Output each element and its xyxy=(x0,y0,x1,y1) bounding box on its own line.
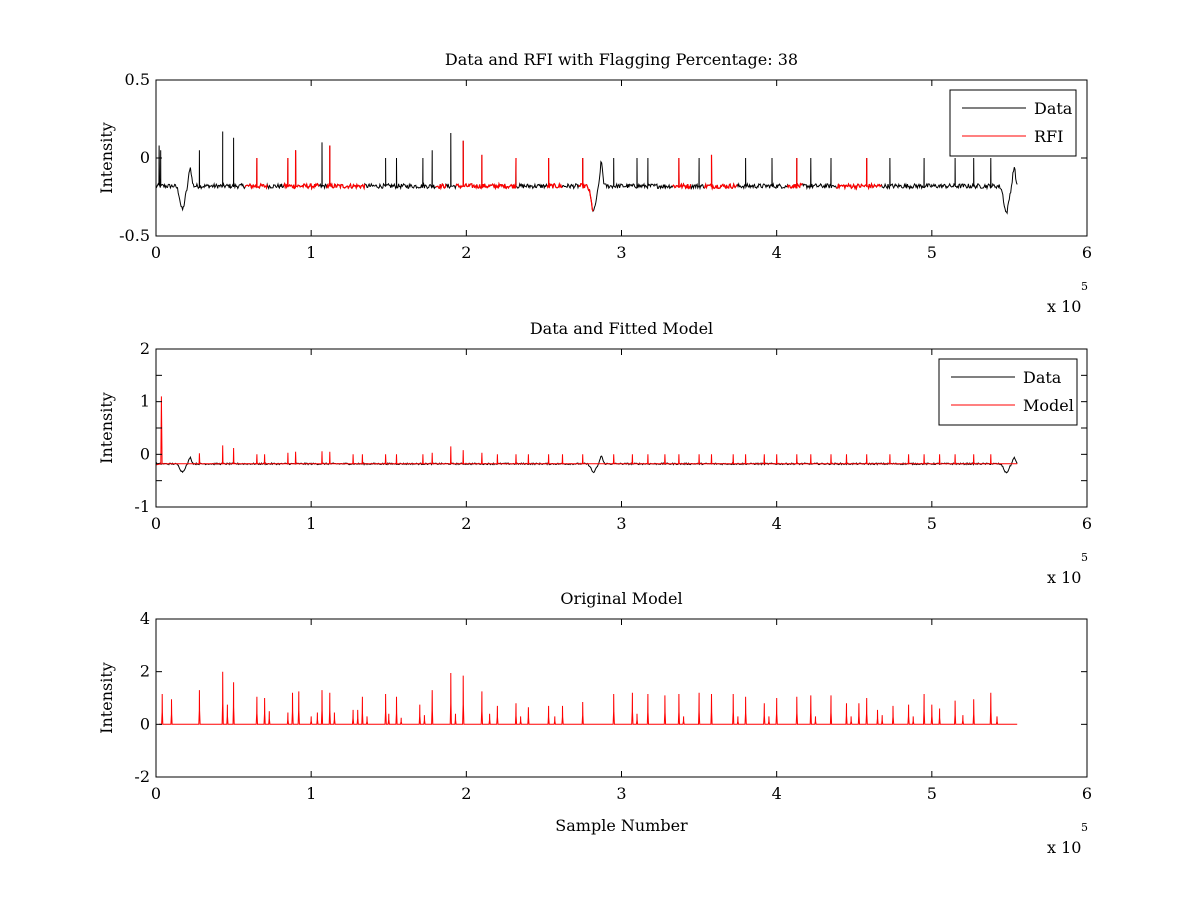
x-tick-label: 5 xyxy=(927,514,937,533)
x-tick-label: 3 xyxy=(616,784,626,803)
x-exponent-base: x 10 xyxy=(1047,568,1081,587)
y-tick-label: 1 xyxy=(140,392,150,411)
x-exponent-power: 5 xyxy=(1081,280,1088,293)
x-exponent-base: x 10 xyxy=(1047,838,1081,857)
rfi-segment-10 xyxy=(786,157,803,189)
y-axis-label: Intensity xyxy=(97,662,116,734)
x-tick-label: 2 xyxy=(461,243,471,262)
legend-label-data: Data xyxy=(1023,368,1062,387)
x-tick-label: 5 xyxy=(927,784,937,803)
y-tick-label: 4 xyxy=(140,609,150,628)
legend: Data RFI xyxy=(949,89,1077,157)
x-exponent-base: x 10 xyxy=(1047,297,1081,316)
rfi-segment-6 xyxy=(546,157,563,189)
x-tick-label: 6 xyxy=(1082,784,1092,803)
rfi-segment-1 xyxy=(244,157,268,190)
legend-label-rfi: RFI xyxy=(1034,127,1063,146)
x-exponent-power: 5 xyxy=(1081,821,1088,834)
y-tick-label: -1 xyxy=(134,497,150,516)
y-axis-label: Intensity xyxy=(97,392,116,464)
plot-area xyxy=(156,131,1018,215)
chart-panel-3: Original Model Intensity Sample Number 0 1 2 3… xyxy=(97,589,1092,857)
x-tick-label: 0 xyxy=(151,514,161,533)
x-tick-label: 4 xyxy=(772,514,782,533)
y-tick-label: 2 xyxy=(140,662,150,681)
rfi-segment-11 xyxy=(836,157,882,191)
x-tick-label: 6 xyxy=(1082,243,1092,262)
y-tick-label: 0 xyxy=(140,714,150,733)
x-tick-label: 3 xyxy=(616,243,626,262)
x-tick-label: 2 xyxy=(461,514,471,533)
y-tick-label: 0 xyxy=(140,148,150,167)
x-tick-label: 3 xyxy=(616,514,626,533)
y-tick-label: 0.5 xyxy=(125,70,150,89)
x-tick-label: 1 xyxy=(306,243,316,262)
rfi-segment-8 xyxy=(672,157,692,190)
legend-label-data: Data xyxy=(1034,99,1073,118)
chart-panel-1: Data and RFI with Flagging Percentage: 3… xyxy=(97,50,1092,316)
x-axis-label: Sample Number xyxy=(555,816,688,835)
x-tick-label: 5 xyxy=(927,243,937,262)
rfi-segment-7 xyxy=(578,157,594,212)
y-tick-label: -2 xyxy=(134,767,150,786)
rfi-segment-9 xyxy=(703,154,738,191)
x-tick-label: 6 xyxy=(1082,514,1092,533)
legend-label-model: Model xyxy=(1023,396,1074,415)
chart-title: Data and Fitted Model xyxy=(530,319,713,338)
y-tick-label: 0 xyxy=(140,444,150,463)
y-axis-label: Intensity xyxy=(97,122,116,194)
x-tick-label: 1 xyxy=(306,514,316,533)
y-tick-label: 2 xyxy=(140,339,150,358)
chart-title: Data and RFI with Flagging Percentage: 3… xyxy=(445,50,798,69)
rfi-segment-4 xyxy=(435,182,447,191)
y-tick-label: -0.5 xyxy=(119,226,150,245)
legend-box xyxy=(938,358,1078,426)
plot-area xyxy=(156,396,1018,474)
legend-box xyxy=(949,89,1077,157)
plot-area xyxy=(159,671,1018,725)
x-tick-label: 0 xyxy=(151,784,161,803)
legend: Data Model xyxy=(938,358,1078,426)
x-tick-label: 4 xyxy=(772,784,782,803)
x-tick-label: 2 xyxy=(461,784,471,803)
original-model-line xyxy=(159,671,1018,725)
x-tick-label: 0 xyxy=(151,243,161,262)
x-exponent-power: 5 xyxy=(1081,551,1088,564)
rfi-segment-3 xyxy=(326,145,366,191)
rfi-segment-5 xyxy=(455,140,517,191)
chart-title: Original Model xyxy=(560,589,682,608)
x-tick-label: 1 xyxy=(306,784,316,803)
model-series-line xyxy=(156,396,1018,466)
rfi-segment-2 xyxy=(283,150,320,191)
x-tick-label: 4 xyxy=(772,243,782,262)
